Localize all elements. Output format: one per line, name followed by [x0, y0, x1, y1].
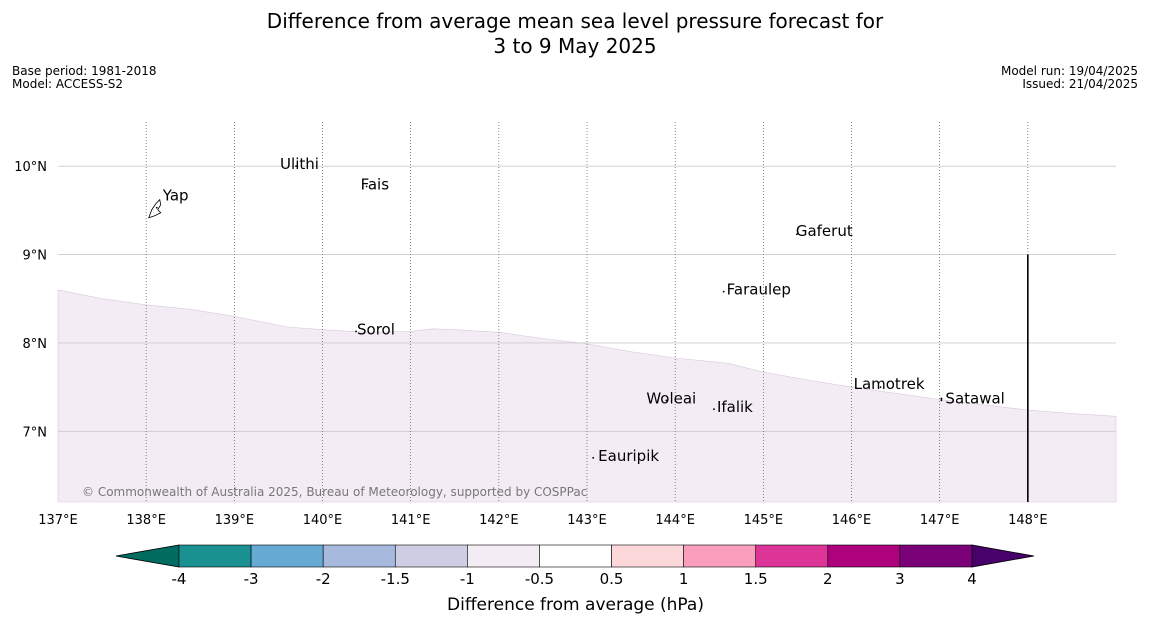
- lat-tick-label: 7°N: [23, 425, 48, 440]
- colorbar-tick-label: -1: [460, 570, 475, 588]
- colorbar-label: Difference from average (hPa): [447, 595, 704, 615]
- model-name: Model: ACCESS-S2: [12, 77, 124, 91]
- colorbar-tick-label: 3: [895, 570, 905, 588]
- lon-tick-label: 140°E: [303, 513, 343, 528]
- title-line-1: Difference from average mean sea level p…: [266, 9, 884, 33]
- copyright-text: © Commonwealth of Australia 2025, Bureau…: [82, 485, 587, 499]
- colorbar: -4 -3 -2 -1.5 -1 -0.5 0.5 1 1.5 2 3 4 Difference fro…: [115, 544, 1035, 615]
- colorbar-tick-label: -0.5: [525, 570, 554, 588]
- colorbar-segment: [539, 544, 612, 568]
- model-run: Model run: 19/04/2025: [1000, 64, 1138, 78]
- place-label: Woleai: [646, 389, 696, 407]
- colorbar-segment: [467, 544, 540, 568]
- colorbar-tick-label: 1.5: [744, 570, 768, 588]
- island-marker: [295, 165, 297, 168]
- colorbar-segment: [394, 544, 468, 568]
- island-marker: [713, 408, 715, 411]
- colorbar-tick-label: 0.5: [600, 570, 624, 588]
- lon-tick-label: 147°E: [920, 513, 960, 528]
- lat-tick-label: 8°N: [23, 337, 48, 352]
- colorbar-tick-label: -2: [316, 570, 331, 588]
- lon-tick-label: 145°E: [744, 513, 784, 528]
- issued-date: Issued: 21/04/2025: [1022, 77, 1138, 91]
- colorbar-tick-label: 4: [967, 570, 977, 588]
- island-marker: [940, 399, 943, 402]
- colorbar-segment: [178, 544, 252, 568]
- island-marker: [365, 185, 368, 188]
- island-marker: [879, 386, 882, 389]
- colorbar-segment: [755, 544, 829, 568]
- meta-right: Model run: 19/04/2025 Issued: 21/04/2025: [1001, 65, 1138, 91]
- colorbar-tick-label: -1.5: [381, 570, 410, 588]
- colorbar-tick-label: -4: [172, 570, 187, 588]
- colorbar-tick-label: -3: [244, 570, 259, 588]
- island-marker: [722, 290, 725, 293]
- colorbar-extend-low: [115, 544, 180, 568]
- meta-left: Base period: 1981-2018 Model: ACCESS-S2: [12, 65, 157, 91]
- title-line-2: 3 to 9 May 2025: [493, 34, 657, 58]
- place-label: Ulithi: [280, 155, 319, 173]
- colorbar-segment: [827, 544, 901, 568]
- map-title: Difference from average mean sea level p…: [0, 9, 1150, 59]
- place-label: Sorol: [357, 320, 395, 338]
- colorbar-segment: [899, 544, 973, 568]
- island-marker: [355, 330, 357, 333]
- place-label: Fais: [361, 176, 390, 194]
- island-marker: [155, 206, 158, 209]
- place-label: Faraulep: [727, 281, 791, 299]
- place-label: Gaferut: [796, 222, 853, 240]
- lon-tick-label: 148°E: [1008, 513, 1048, 528]
- colorbar-tick-label: 1: [679, 570, 689, 588]
- lon-tick-label: 141°E: [391, 513, 431, 528]
- colorbar-extend-high: [971, 544, 1035, 568]
- lon-tick-label: 144°E: [655, 513, 695, 528]
- island-marker: [665, 399, 668, 402]
- place-label: Yap: [162, 187, 189, 205]
- colorbar-segment: [250, 544, 324, 568]
- place-label: Eauripik: [598, 447, 659, 465]
- yap-island-shape: [148, 198, 162, 219]
- lon-tick-label: 138°E: [126, 513, 166, 528]
- lon-tick-label: 137°E: [38, 513, 78, 528]
- place-label: Ifalik: [717, 398, 753, 416]
- lat-tick-label: 9°N: [23, 249, 48, 264]
- island-marker: [940, 397, 943, 400]
- map-plot-area: 10°N 9°N 8°N 7°N 137°E 138°E 139°E 140°E 141°E 14…: [14, 122, 1117, 528]
- lon-tick-label: 142°E: [479, 513, 519, 528]
- colorbar-segment: [683, 544, 757, 568]
- colorbar-segment: [611, 544, 684, 568]
- colorbar-segment: [322, 544, 396, 568]
- lat-tick-label: 10°N: [14, 160, 47, 175]
- island-marker: [795, 233, 798, 236]
- place-label: Lamotrek: [854, 375, 925, 393]
- island-marker: [592, 456, 595, 459]
- lon-tick-label: 143°E: [567, 513, 607, 528]
- base-period: Base period: 1981-2018: [12, 64, 157, 78]
- place-label: Satawal: [945, 389, 1004, 407]
- colorbar-tick-label: 2: [823, 570, 833, 588]
- lon-tick-label: 146°E: [832, 513, 872, 528]
- lon-tick-label: 139°E: [215, 513, 255, 528]
